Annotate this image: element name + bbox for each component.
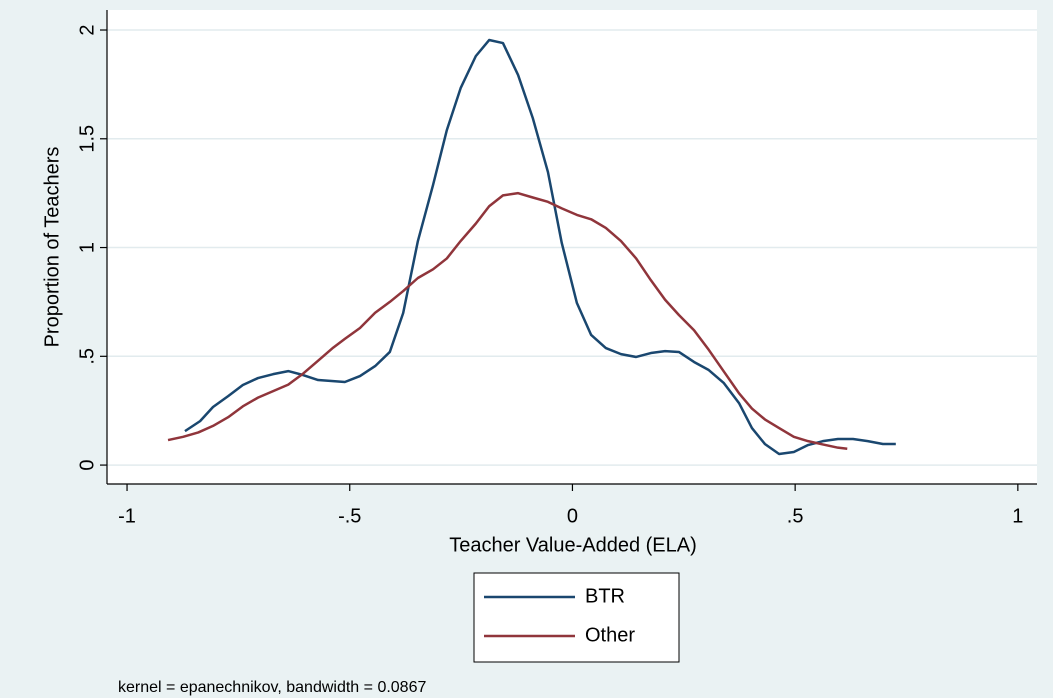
y-tick-label: 2 <box>76 24 98 35</box>
series-line <box>167 191 848 451</box>
legend-label: Other <box>585 624 635 646</box>
y-axis-title: Proportion of Teachers <box>41 147 63 348</box>
y-tick-label: 1.5 <box>76 125 98 153</box>
x-tick-label: 0 <box>567 505 578 527</box>
y-tick-label: .5 <box>76 348 98 365</box>
x-tick-label: -.5 <box>338 505 361 527</box>
legend: BTR Other <box>473 572 680 663</box>
grid <box>107 29 1037 466</box>
note: kernel = epanechnikov, bandwidth = 0.086… <box>118 679 426 696</box>
x-tick-label: -1 <box>118 505 136 527</box>
x-tick-label: .5 <box>787 505 804 527</box>
lines <box>167 38 896 456</box>
legend-box <box>473 572 680 663</box>
y-tick-label: 0 <box>76 460 98 471</box>
legend-label: BTR <box>585 585 625 607</box>
x-tick-label: 1 <box>1012 505 1023 527</box>
series-line <box>184 38 896 456</box>
x-axis-title: Teacher Value-Added (ELA) <box>449 534 697 556</box>
y-tick-label: 1 <box>76 242 98 253</box>
axes: 0 .5 1 1.5 2 -1 -.5 0 .5 1 <box>76 10 1037 527</box>
